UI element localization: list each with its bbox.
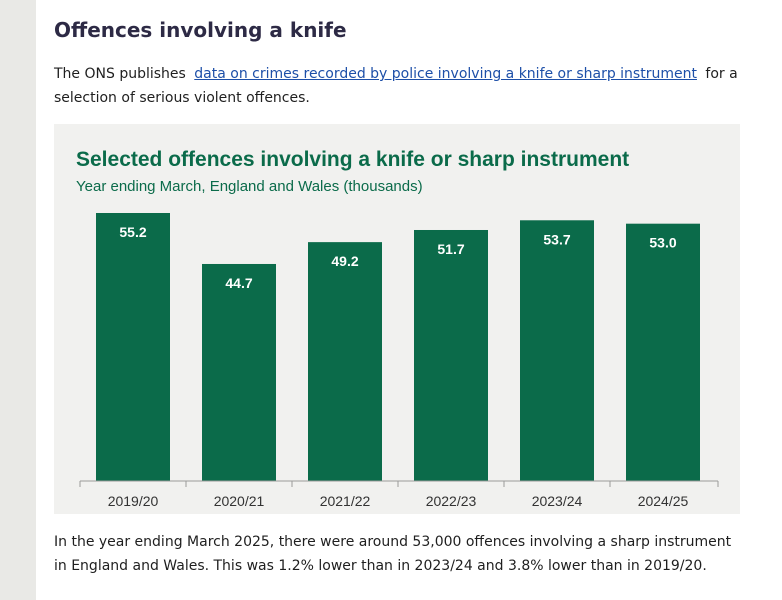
- bar-value-label: 51.7: [437, 241, 464, 257]
- left-margin-stripe: [0, 0, 36, 600]
- chart-title: Selected offences involving a knife or s…: [76, 148, 629, 171]
- x-tick-label: 2021/22: [320, 493, 371, 509]
- intro-text-after: for a selection of serious violent offen…: [54, 66, 738, 106]
- intro-paragraph: The ONS publishes data on crimes recorde…: [54, 62, 744, 110]
- summary-paragraph: In the year ending March 2025, there wer…: [54, 534, 732, 574]
- x-tick-label: 2024/25: [638, 493, 689, 509]
- x-tick-label: 2023/24: [532, 493, 583, 509]
- bar-value-label: 53.7: [543, 231, 570, 247]
- bar-chart: Selected offences involving a knife or s…: [76, 148, 719, 509]
- bar-value-label: 44.7: [225, 275, 252, 291]
- ons-data-link[interactable]: data on crimes recorded by police involv…: [194, 66, 697, 82]
- bar-2019-20: [96, 213, 170, 481]
- bar-value-label: 53.0: [649, 235, 676, 251]
- x-tick-label: 2022/23: [426, 493, 477, 509]
- bar-value-label: 55.2: [119, 224, 146, 240]
- intro-text-before: The ONS publishes: [54, 66, 186, 82]
- bar-2023-24: [520, 220, 594, 482]
- bar-2020-21: [202, 263, 276, 481]
- chart-panel: Selected offences involving a knife or s…: [54, 124, 740, 514]
- x-tick-group: 2019/20 2020/21 2021/22 2022/23 2023/24 2024/…: [79, 481, 719, 509]
- bar-group: 55.2 44.7 49.2 51.7 53.7 53.0: [96, 213, 700, 482]
- bar-2024-25: [626, 223, 700, 481]
- chart-subtitle: Year ending March, England and Wales (th…: [76, 178, 423, 195]
- bar-value-label: 49.2: [331, 253, 358, 269]
- section-heading: Offences involving a knife: [54, 18, 347, 42]
- bar-2021-22: [308, 242, 382, 481]
- x-tick-label: 2019/20: [108, 493, 159, 509]
- bar-2022-23: [414, 229, 488, 481]
- x-tick-label: 2020/21: [214, 493, 265, 509]
